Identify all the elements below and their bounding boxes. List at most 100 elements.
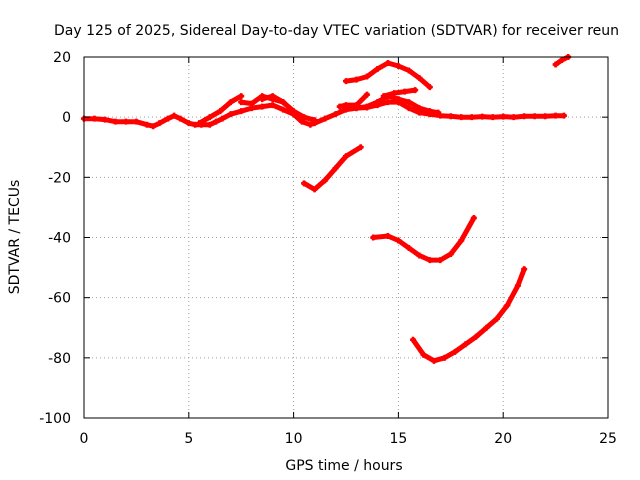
data-point: [192, 121, 199, 128]
data-point: [150, 123, 157, 130]
data-point: [431, 357, 438, 364]
data-point: [206, 121, 213, 128]
y-tick-label: 20: [53, 50, 71, 66]
data-point: [133, 118, 140, 125]
series-segment-D: [337, 92, 370, 110]
y-tick-label: -20: [48, 170, 71, 186]
data-point: [447, 251, 454, 258]
data-point: [441, 354, 448, 361]
series-segment-F: [381, 87, 418, 99]
data-point: [416, 252, 423, 259]
data-point: [560, 112, 567, 119]
data-point: [405, 245, 412, 252]
data-point: [489, 114, 496, 121]
data-point: [380, 93, 387, 100]
x-tick-label: 0: [80, 431, 89, 447]
data-point: [412, 87, 419, 94]
series-curve-I: [370, 215, 477, 263]
data-point: [301, 114, 308, 121]
data-point: [384, 60, 391, 67]
data-point: [248, 100, 255, 107]
data-point: [332, 165, 339, 172]
data-point: [219, 115, 226, 122]
data-point: [227, 111, 234, 118]
data-point: [510, 114, 517, 121]
data-point: [238, 93, 245, 100]
axis-ticks: 0 5 10 15 20 25 -100 -80 -60 -40 -20 0 20: [39, 50, 617, 447]
data-point: [426, 108, 433, 115]
data-point: [521, 113, 528, 120]
data-point: [363, 103, 370, 110]
data-point: [391, 90, 398, 97]
data-point: [259, 103, 266, 110]
data-point: [227, 99, 234, 106]
data-point: [164, 115, 171, 122]
data-point: [552, 112, 559, 119]
data-point: [213, 118, 220, 125]
data-point: [122, 118, 129, 125]
y-tick-label: -80: [48, 351, 71, 367]
data-point: [410, 336, 417, 343]
series-descent-H: [301, 144, 364, 192]
data-point: [458, 237, 465, 244]
data-point: [343, 78, 349, 85]
data-point: [479, 113, 486, 120]
y-tick-label: -40: [48, 231, 71, 247]
data-point: [280, 99, 287, 106]
data-point: [500, 113, 507, 120]
data-point: [353, 105, 360, 112]
data-point: [301, 180, 308, 187]
data-point: [504, 302, 511, 309]
data-point: [395, 63, 402, 70]
data-point: [470, 214, 477, 221]
data-point: [238, 108, 245, 115]
data-point: [521, 266, 528, 273]
series-curve-J: [410, 266, 527, 364]
data-point: [416, 75, 423, 82]
data-point: [493, 315, 500, 322]
data-point: [363, 73, 370, 80]
data-point: [343, 102, 349, 109]
data-point: [426, 257, 433, 264]
data-point: [363, 91, 370, 98]
chart-title: Day 125 of 2025, Sidereal Day-to-day VTE…: [54, 23, 619, 39]
data-point: [307, 121, 314, 128]
data-point: [447, 113, 454, 120]
data-point: [353, 76, 360, 83]
x-tick-label: 25: [599, 431, 617, 447]
x-tick-label: 10: [285, 431, 303, 447]
data-point: [196, 120, 203, 127]
data-point: [542, 113, 549, 120]
data-point: [483, 324, 490, 331]
data-point: [395, 237, 402, 244]
data-point: [370, 234, 377, 241]
y-tick-label: -60: [48, 291, 71, 307]
series-layer: [81, 54, 572, 364]
x-tick-label: 5: [184, 431, 193, 447]
y-axis-label: SDTVAR / TECUs: [7, 180, 23, 295]
y-tick-label: 0: [62, 110, 71, 126]
data-point: [322, 177, 329, 184]
data-point: [143, 121, 150, 128]
data-point: [101, 116, 108, 123]
data-point: [468, 114, 475, 121]
data-point: [374, 99, 381, 106]
data-point: [451, 348, 458, 355]
data-point: [552, 61, 559, 68]
data-point: [112, 118, 119, 125]
data-point: [405, 99, 412, 106]
data-point: [290, 108, 297, 115]
x-tick-label: 20: [494, 431, 512, 447]
data-point: [171, 112, 178, 119]
data-point: [311, 117, 318, 124]
data-point: [401, 88, 408, 95]
data-point: [217, 108, 224, 115]
data-point: [156, 120, 163, 127]
data-point: [405, 67, 412, 74]
series-peak-G: [343, 60, 433, 90]
x-tick-label: 15: [389, 431, 407, 447]
data-point: [336, 103, 343, 110]
data-point: [514, 282, 521, 289]
data-point: [458, 114, 465, 121]
